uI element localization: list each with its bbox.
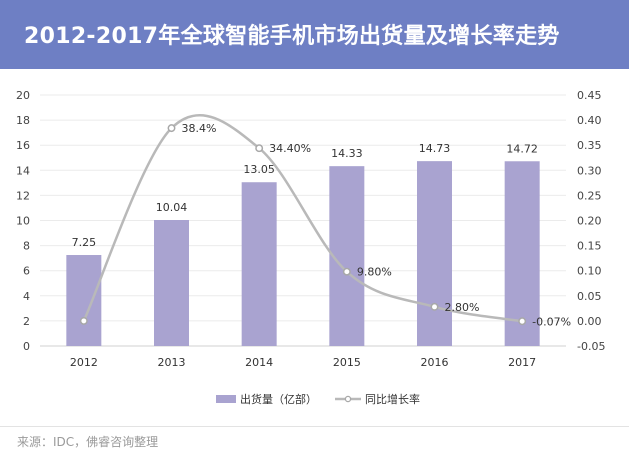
right-axis-tick-label: 0.45	[577, 89, 602, 102]
x-axis-tick-label: 2012	[70, 356, 98, 369]
growth-rate-label: 2.80%	[445, 301, 480, 314]
left-axis-tick-label: 12	[16, 189, 30, 202]
right-axis-tick-label: 0.25	[577, 189, 602, 202]
footer-divider	[0, 426, 629, 427]
left-axis-tick-label: 16	[16, 139, 30, 152]
right-axis-tick-label: 0.10	[577, 265, 602, 278]
x-axis-tick-label: 2017	[508, 356, 536, 369]
growth-rate-label: -0.07%	[532, 315, 571, 328]
left-axis-tick-label: 8	[23, 240, 30, 253]
left-axis-tick-label: 20	[16, 89, 30, 102]
growth-rate-point	[255, 144, 264, 153]
bar	[504, 161, 540, 346]
legend-marker-line	[344, 395, 352, 403]
left-axis-tick-label: 6	[23, 265, 30, 278]
growth-rate-point	[167, 124, 176, 133]
left-axis-tick-label: 0	[23, 340, 30, 353]
growth-rate-label: 38.4%	[182, 122, 217, 135]
right-axis-tick-label: 0.35	[577, 139, 602, 152]
combo-chart: 0 2 4 6 8 10 12 14 16 18 20 -0.05 0.00 0.05 0.10 0.15 0.…	[16, 89, 605, 406]
bar	[241, 182, 277, 346]
bar	[154, 219, 189, 346]
right-axis-tick-label: 0.15	[577, 240, 602, 253]
x-axis-tick-label: 2015	[333, 356, 361, 369]
bar-value-label: 14.73	[419, 142, 451, 155]
bar-value-label: 14.72	[506, 142, 538, 155]
legend-label-line: 同比增长率	[365, 392, 420, 406]
right-axis-tick-label: 0.20	[577, 215, 602, 228]
right-axis-tick-label: 0.05	[577, 290, 602, 303]
legend-label-bar: 出货量（亿部）	[240, 392, 317, 406]
growth-rate-label: 9.80%	[357, 266, 392, 279]
growth-rate-point	[430, 302, 439, 311]
bar-value-label: 14.33	[331, 147, 363, 160]
left-axis-tick-label: 10	[16, 215, 30, 228]
growth-rate-point	[518, 317, 527, 326]
bar	[66, 255, 102, 346]
left-axis-tick-label: 18	[16, 114, 30, 127]
growth-rate-label: 34.40%	[269, 142, 311, 155]
growth-rate-point	[79, 316, 88, 325]
x-axis-tick-label: 2016	[421, 356, 449, 369]
bar	[329, 166, 365, 346]
right-axis-tick-label: 0.00	[577, 315, 602, 328]
title-banner: 2012-2017年全球智能手机市场出货量及增长率走势	[0, 0, 629, 69]
legend-swatch-bar	[216, 395, 236, 403]
left-axis-tick-label: 2	[23, 315, 30, 328]
source-note: 来源：IDC，佛睿咨询整理	[17, 435, 159, 449]
bar-value-label: 7.25	[72, 236, 97, 249]
x-axis-tick-label: 2013	[158, 356, 186, 369]
right-axis-tick-label: 0.40	[577, 114, 602, 127]
x-axis-tick-label: 2014	[245, 356, 273, 369]
growth-rate-point	[342, 267, 351, 276]
left-axis-tick-label: 14	[16, 164, 30, 177]
chart-title: 2012-2017年全球智能手机市场出货量及增长率走势	[24, 24, 560, 49]
right-axis-tick-label: 0.30	[577, 164, 602, 177]
bar-value-label: 10.04	[156, 201, 188, 214]
bar	[417, 161, 452, 346]
left-axis-tick-label: 4	[23, 290, 30, 303]
right-axis-tick-label: -0.05	[577, 340, 605, 353]
bar-value-label: 13.05	[243, 163, 275, 176]
